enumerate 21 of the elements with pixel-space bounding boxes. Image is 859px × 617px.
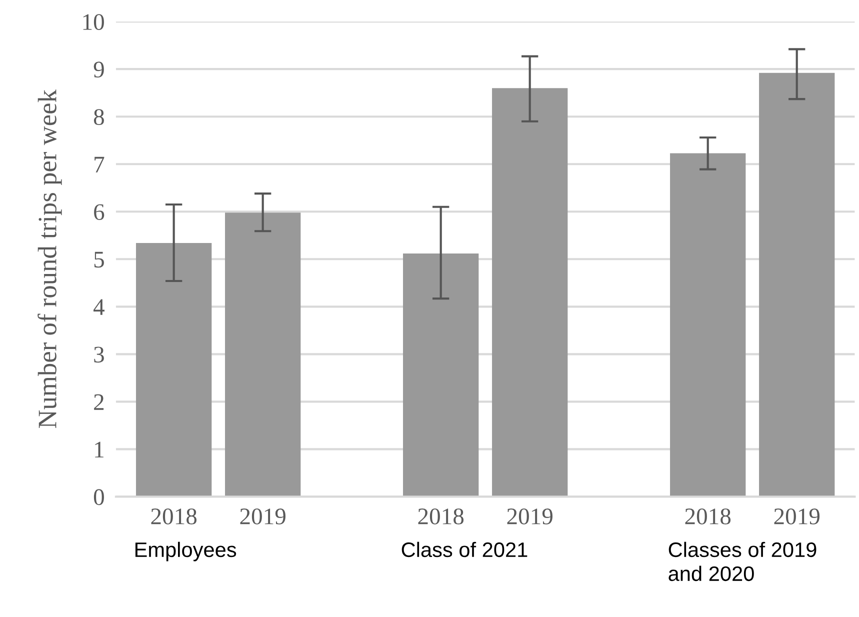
x-tick-label: 2019: [774, 508, 820, 524]
x-tick-label: 2019: [240, 508, 286, 524]
y-tick-label: 9: [94, 62, 104, 78]
x-tick-label: 2018: [151, 508, 197, 524]
y-tick-label: 8: [94, 109, 104, 126]
y-tick-label: 0: [94, 489, 104, 506]
y-tick-label: 7: [94, 156, 104, 172]
x-tick-label: 2018: [685, 508, 731, 524]
y-tick-label: 10: [83, 14, 104, 30]
y-tick-label: 6: [94, 204, 104, 220]
text: Class of 2021: [402, 542, 528, 558]
text: Employees: [135, 542, 236, 562]
x-tick-label: 2019: [507, 508, 552, 524]
y-tick-label: 4: [94, 299, 104, 315]
x-tick-label: 2018: [418, 508, 464, 524]
text: Classes of 2019 and 2020: [668, 542, 816, 582]
y-tick-label: 5: [94, 252, 104, 268]
y-tick-label: 2: [94, 394, 104, 410]
y-tick-label: 1: [95, 442, 104, 458]
y-tick-label: 3: [94, 346, 104, 363]
y-axis-title: Number of round trips per week: [38, 89, 62, 428]
